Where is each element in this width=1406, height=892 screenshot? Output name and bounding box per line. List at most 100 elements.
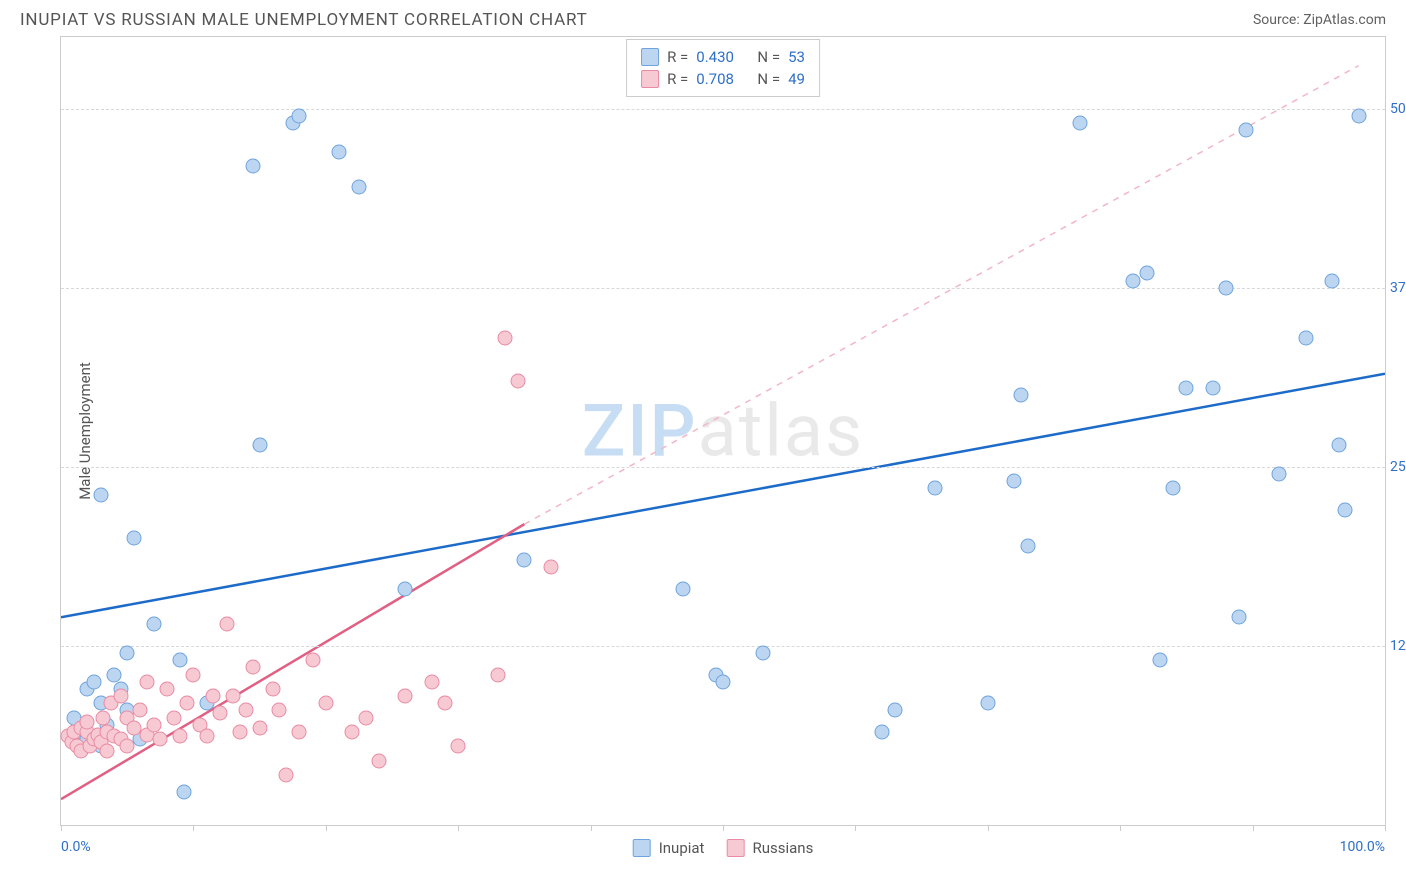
stats-legend: R = 0.430 N = 53 R = 0.708 N = 49 [626, 39, 820, 97]
data-point [358, 710, 373, 725]
data-point [159, 681, 174, 696]
n-value-inupiat: 53 [788, 46, 805, 68]
data-point [206, 689, 221, 704]
stats-row-russians: R = 0.708 N = 49 [641, 68, 805, 90]
r-value-russians: 0.708 [696, 68, 734, 90]
x-tick [723, 825, 724, 831]
n-label: N = [757, 68, 780, 90]
data-point [305, 653, 320, 668]
data-point [676, 581, 691, 596]
data-point [1179, 381, 1194, 396]
data-point [345, 724, 360, 739]
data-point [199, 729, 214, 744]
legend-label-inupiat: Inupiat [659, 839, 705, 857]
source-attribution: Source: ZipAtlas.com [1253, 12, 1386, 28]
data-point [1152, 653, 1167, 668]
r-value-inupiat: 0.430 [696, 46, 734, 68]
gridline [61, 467, 1385, 468]
data-point [517, 552, 532, 567]
x-range-left-value: 0.0% [61, 839, 91, 855]
data-point [371, 753, 386, 768]
data-point [279, 767, 294, 782]
x-range-right: 100.0% [1340, 839, 1385, 855]
x-tick [326, 825, 327, 831]
legend-item-inupiat: Inupiat [633, 839, 705, 857]
data-point [398, 581, 413, 596]
data-point [1325, 273, 1340, 288]
data-point [133, 703, 148, 718]
x-tick [1385, 825, 1386, 831]
data-point [451, 739, 466, 754]
data-point [166, 710, 181, 725]
data-point [1020, 538, 1035, 553]
data-point [927, 481, 942, 496]
data-point [100, 743, 115, 758]
data-point [510, 373, 525, 388]
data-point [292, 108, 307, 123]
data-point [437, 696, 452, 711]
data-point [1013, 388, 1028, 403]
data-point [874, 724, 889, 739]
data-point [1272, 466, 1287, 481]
data-point [173, 653, 188, 668]
n-value-russians: 49 [788, 68, 805, 90]
data-point [120, 739, 135, 754]
data-point [177, 785, 192, 800]
data-point [351, 180, 366, 195]
data-point [87, 674, 102, 689]
data-point [106, 667, 121, 682]
data-point [332, 144, 347, 159]
chart-title: INUPIAT VS RUSSIAN MALE UNEMPLOYMENT COR… [20, 10, 588, 30]
y-tick-label: 37.5% [1390, 280, 1406, 296]
data-point [179, 696, 194, 711]
data-point [716, 674, 731, 689]
swatch-inupiat [633, 839, 651, 857]
data-point [265, 681, 280, 696]
data-point [497, 330, 512, 345]
x-tick [855, 825, 856, 831]
x-tick [61, 825, 62, 831]
data-point [272, 703, 287, 718]
data-point [1139, 266, 1154, 281]
data-point [252, 438, 267, 453]
data-point [1338, 502, 1353, 517]
data-point [140, 674, 155, 689]
x-tick [458, 825, 459, 831]
data-point [1073, 115, 1088, 130]
y-tick-label: 25.0% [1390, 459, 1406, 475]
data-point [1166, 481, 1181, 496]
x-tick [1120, 825, 1121, 831]
swatch-russians [641, 70, 659, 88]
data-point [755, 646, 770, 661]
gridline [61, 109, 1385, 110]
data-point [252, 720, 267, 735]
data-point [186, 667, 201, 682]
stats-row-inupiat: R = 0.430 N = 53 [641, 46, 805, 68]
data-point [888, 703, 903, 718]
data-point [1331, 438, 1346, 453]
r-label: R = [667, 46, 688, 68]
trend-lines [61, 37, 1385, 825]
data-point [219, 617, 234, 632]
data-point [1205, 381, 1220, 396]
y-tick-label: 50.0% [1390, 101, 1406, 117]
data-point [398, 689, 413, 704]
source-name: ZipAtlas.com [1303, 12, 1386, 28]
bottom-legend: Inupiat Russians [633, 839, 814, 857]
data-point [120, 646, 135, 661]
data-point [490, 667, 505, 682]
data-point [1238, 123, 1253, 138]
data-point [245, 660, 260, 675]
x-range-right-value: 100.0% [1340, 839, 1385, 855]
data-point [543, 560, 558, 575]
x-tick [193, 825, 194, 831]
data-point [226, 689, 241, 704]
data-point [126, 531, 141, 546]
data-point [96, 710, 111, 725]
data-point [318, 696, 333, 711]
data-point [173, 729, 188, 744]
data-point [1298, 330, 1313, 345]
data-point [1007, 474, 1022, 489]
swatch-inupiat [641, 48, 659, 66]
x-tick [988, 825, 989, 831]
